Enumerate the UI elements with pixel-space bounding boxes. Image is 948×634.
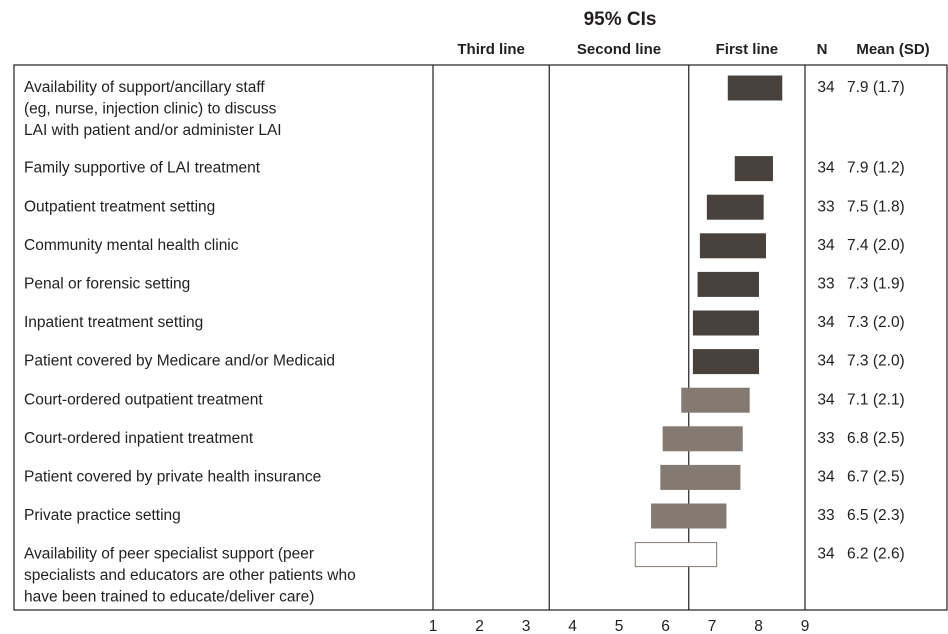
region-header: Second line: [577, 41, 661, 58]
row-label: have been trained to educate/deliver car…: [24, 589, 314, 606]
ci-bar: [634, 542, 718, 568]
row-label: Private practice setting: [24, 507, 181, 524]
mean-sd: 7.3 (1.9): [847, 275, 905, 292]
ci-bar: [727, 75, 783, 101]
ci-bar: [706, 194, 764, 220]
ci-bar: [699, 233, 766, 259]
ci-bar: [651, 503, 727, 529]
row-label: LAI with patient and/or administer LAI: [24, 122, 282, 139]
ci-bar: [681, 387, 750, 413]
region-header: First line: [716, 41, 779, 58]
row-label: Family supportive of LAI treatment: [24, 160, 261, 177]
row-label: (eg, nurse, injection clinic) to discuss: [24, 101, 277, 118]
mean-sd: 7.9 (1.7): [847, 79, 905, 96]
mean-sd: 6.8 (2.5): [847, 430, 905, 447]
ci-bar: [697, 271, 759, 297]
mean-sd: 7.3 (2.0): [847, 314, 905, 331]
mean-sd: 6.7 (2.5): [847, 468, 905, 485]
row-label: Court-ordered inpatient treatment: [24, 430, 254, 447]
row-label: Community mental health clinic: [24, 237, 239, 254]
x-tick-label: 1: [429, 618, 438, 634]
n-value: 33: [817, 198, 834, 215]
x-tick-label: 2: [475, 618, 484, 634]
column-header: Mean (SD): [856, 41, 929, 58]
x-tick-label: 5: [615, 618, 624, 634]
ci-bar: [692, 310, 760, 336]
mean-sd: 6.5 (2.3): [847, 507, 905, 524]
row-label: Patient covered by private health insura…: [24, 468, 321, 485]
ci-bar: [734, 156, 773, 182]
x-tick-label: 3: [522, 618, 531, 634]
n-value: 34: [817, 79, 835, 96]
x-tick-label: 6: [661, 618, 670, 634]
n-value: 34: [817, 237, 835, 254]
mean-sd: 7.1 (2.1): [847, 391, 905, 408]
row-label: Court-ordered outpatient treatment: [24, 391, 263, 408]
mean-sd: 7.9 (1.2): [847, 160, 905, 177]
ci-bar: [660, 464, 741, 490]
column-header: N: [817, 41, 828, 58]
x-tick-label: 4: [568, 618, 577, 634]
n-value: 34: [817, 546, 835, 563]
n-value: 34: [817, 353, 835, 370]
ci-bar: [692, 349, 760, 375]
n-value: 33: [817, 275, 834, 292]
frame: [13, 64, 948, 611]
n-value: 33: [817, 430, 834, 447]
mean-sd: 7.4 (2.0): [847, 237, 905, 254]
mean-sd: 7.5 (1.8): [847, 198, 905, 215]
mean-sd: 7.3 (2.0): [847, 353, 905, 370]
x-tick-label: 9: [801, 618, 810, 634]
ci-bar: [662, 426, 743, 452]
n-value: 34: [817, 391, 835, 408]
row-label: Penal or forensic setting: [24, 275, 190, 292]
row-label: Availability of peer specialist support …: [24, 546, 314, 563]
x-tick-label: 7: [708, 618, 717, 634]
n-value: 34: [817, 314, 835, 331]
n-value: 33: [817, 507, 834, 524]
row-label: Availability of support/ancillary staff: [24, 79, 265, 96]
n-value: 34: [817, 468, 835, 485]
row-label: Inpatient treatment setting: [24, 314, 203, 331]
row-label: specialists and educators are other pati…: [24, 567, 356, 584]
region-header: Third line: [457, 41, 525, 58]
x-tick-label: 8: [754, 618, 763, 634]
chart-title: 95% CIs: [584, 9, 657, 30]
row-label: Patient covered by Medicare and/or Medic…: [24, 353, 335, 370]
mean-sd: 6.2 (2.6): [847, 546, 905, 563]
n-value: 34: [817, 160, 835, 177]
row-label: Outpatient treatment setting: [24, 198, 215, 215]
